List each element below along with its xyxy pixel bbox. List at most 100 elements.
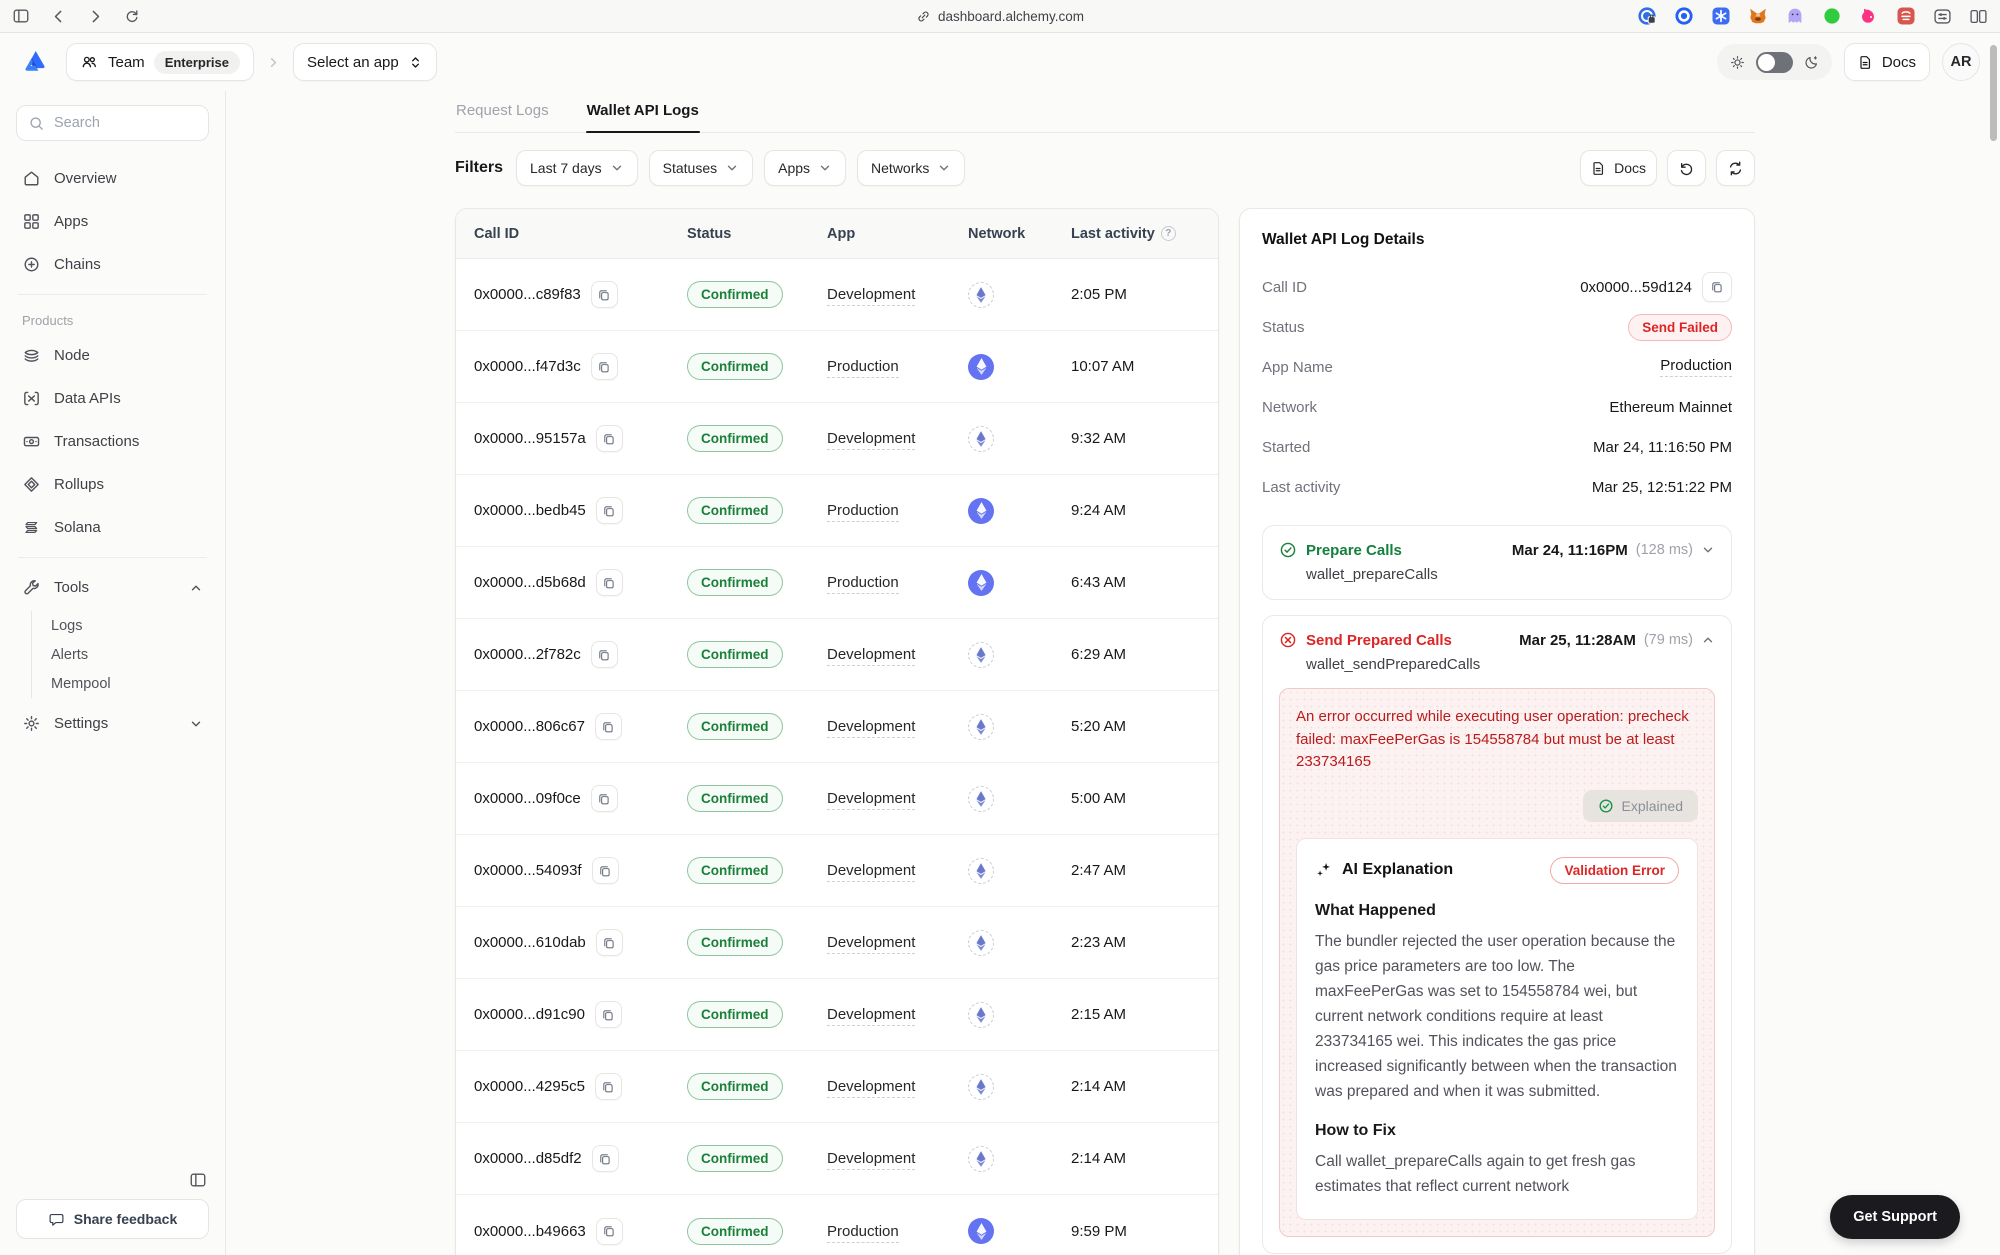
app-link[interactable]: Production [827,1222,899,1243]
sidebar-item-alerts[interactable]: Alerts [51,646,89,663]
alchemy-logo[interactable] [20,47,50,77]
app-link[interactable]: Production [827,358,899,378]
filter-last-7-days[interactable]: Last 7 days [516,150,638,186]
sidebar-item-overview[interactable]: Overview [16,157,209,200]
app-link[interactable]: Development [827,286,916,306]
copy-icon[interactable] [590,641,618,668]
help-icon[interactable]: ? [1160,226,1176,241]
app-link[interactable]: Development [827,430,916,450]
table-row[interactable]: 0x0000...d85df2 Confirmed Development 2:… [456,1123,1218,1195]
table-row[interactable]: 0x0000...4295c5 Confirmed Development 2:… [456,1051,1218,1123]
sidebar-item-data-apis[interactable]: Data APIs [16,377,209,420]
search-input[interactable] [54,115,197,131]
table-row[interactable]: 0x0000...d5b68d Confirmed Production 6:4… [456,547,1218,619]
sidebar-item-apps[interactable]: Apps [16,200,209,243]
forward-icon[interactable] [87,8,104,25]
copy-icon[interactable] [595,929,623,956]
app-link[interactable]: Production [827,502,899,522]
app-link[interactable]: Production [827,574,899,594]
copy-icon[interactable] [590,281,618,308]
tab-wallet-api-logs[interactable]: Wallet API Logs [585,91,701,133]
window-scrollbar-thumb[interactable] [1990,45,1997,141]
sidebar-item-chains[interactable]: Chains [16,243,209,286]
app-link[interactable]: Development [827,862,916,882]
app-selector[interactable]: Select an app [293,43,437,81]
table-row[interactable]: 0x0000...2f782c Confirmed Development 6:… [456,619,1218,691]
chevron-up-icon[interactable] [1701,633,1715,647]
red-wallet-extension-icon[interactable] [1896,6,1916,26]
extensions-sliders-icon[interactable] [1933,7,1952,26]
app-link[interactable]: Development [827,718,916,738]
address-bar[interactable]: dashboard.alchemy.com [916,0,1084,32]
team-selector[interactable]: Team Enterprise [66,43,254,81]
table-row[interactable]: 0x0000...95157a Confirmed Development 9:… [456,403,1218,475]
reload-icon[interactable] [124,8,140,24]
sidebar-item-mempool[interactable]: Mempool [51,675,111,692]
app-link[interactable]: Development [827,1150,916,1170]
table-row[interactable]: 0x0000...54093f Confirmed Development 2:… [456,835,1218,907]
copy-icon[interactable] [595,569,623,596]
filter-networks[interactable]: Networks [857,150,966,186]
chevron-down-icon[interactable] [1701,543,1715,557]
copy-icon[interactable] [594,713,622,740]
app-name-link[interactable]: Production [1660,357,1732,377]
split-view-icon[interactable] [1969,7,1988,26]
share-feedback-button[interactable]: Share feedback [16,1199,209,1239]
sidebar-item-rollups[interactable]: Rollups [16,463,209,506]
explained-button[interactable]: Explained [1582,789,1698,822]
table-row[interactable]: 0x0000...806c67 Confirmed Development 5:… [456,691,1218,763]
green-status-dot-icon[interactable] [1822,6,1842,26]
sidebar-item-transactions[interactable]: Transactions [16,420,209,463]
table-row[interactable]: 0x0000...09f0ce Confirmed Development 5:… [456,763,1218,835]
logs-docs-button[interactable]: Docs [1580,150,1657,186]
app-link[interactable]: Development [827,934,916,954]
tab-request-logs[interactable]: Request Logs [456,102,549,119]
phantom-ghost-icon[interactable] [1785,6,1805,26]
sidebar-item-logs[interactable]: Logs [51,617,83,634]
table-row[interactable]: 0x0000...f47d3c Confirmed Production 10:… [456,331,1218,403]
theme-toggle[interactable] [1716,44,1832,80]
app-link[interactable]: Development [827,1078,916,1098]
sidebar-toggle-icon[interactable] [12,7,30,25]
docs-button[interactable]: Docs [1843,43,1930,81]
history-undo-button[interactable] [1667,150,1706,186]
sidebar-item-settings[interactable]: Settings [16,702,209,745]
get-support-button[interactable]: Get Support [1830,1195,1960,1239]
copy-icon[interactable] [595,497,623,524]
table-row[interactable]: 0x0000...c89f83 Confirmed Development 2:… [456,259,1218,331]
blue-donut-extension-icon[interactable] [1674,6,1694,26]
copy-icon[interactable] [595,1217,623,1245]
copy-icon[interactable] [1702,272,1732,302]
sidebar-item-solana[interactable]: Solana [16,506,209,549]
table-row[interactable]: 0x0000...d91c90 Confirmed Development 2:… [456,979,1218,1051]
table-row[interactable]: 0x0000...610dab Confirmed Development 2:… [456,907,1218,979]
table-row[interactable]: 0x0000...b49663 Confirmed Production 9:5… [456,1195,1218,1255]
sidebar-item-node[interactable]: Node [16,334,209,377]
copy-icon[interactable] [595,425,623,452]
theme-switch[interactable] [1755,51,1793,73]
metamask-fox-icon[interactable] [1748,6,1768,26]
app-link[interactable]: Development [827,646,916,666]
log-details-panel: Wallet API Log Details Call ID 0x0000...… [1239,208,1755,1255]
app-link[interactable]: Development [827,1006,916,1026]
field-label: Started [1262,438,1311,456]
copy-icon[interactable] [591,1145,619,1172]
filter-statuses[interactable]: Statuses [648,150,754,186]
search-box[interactable] [16,105,209,141]
copy-icon[interactable] [590,785,618,812]
collapse-sidebar-icon[interactable] [189,1171,207,1189]
blue-asterisk-extension-icon[interactable] [1711,6,1731,26]
refresh-button[interactable] [1716,150,1755,186]
unicorn-extension-icon[interactable] [1859,6,1879,26]
copy-icon[interactable] [594,1001,622,1028]
app-link[interactable]: Development [827,790,916,810]
filter-apps[interactable]: Apps [764,150,847,186]
password-manager-extension-icon[interactable] [1637,6,1657,26]
back-icon[interactable] [50,8,67,25]
table-row[interactable]: 0x0000...bedb45 Confirmed Production 9:2… [456,475,1218,547]
sidebar-item-tools[interactable]: Tools [16,566,209,609]
copy-icon[interactable] [590,353,618,380]
copy-icon[interactable] [594,1073,622,1100]
copy-icon[interactable] [591,857,619,884]
avatar[interactable]: AR [1942,43,1980,81]
